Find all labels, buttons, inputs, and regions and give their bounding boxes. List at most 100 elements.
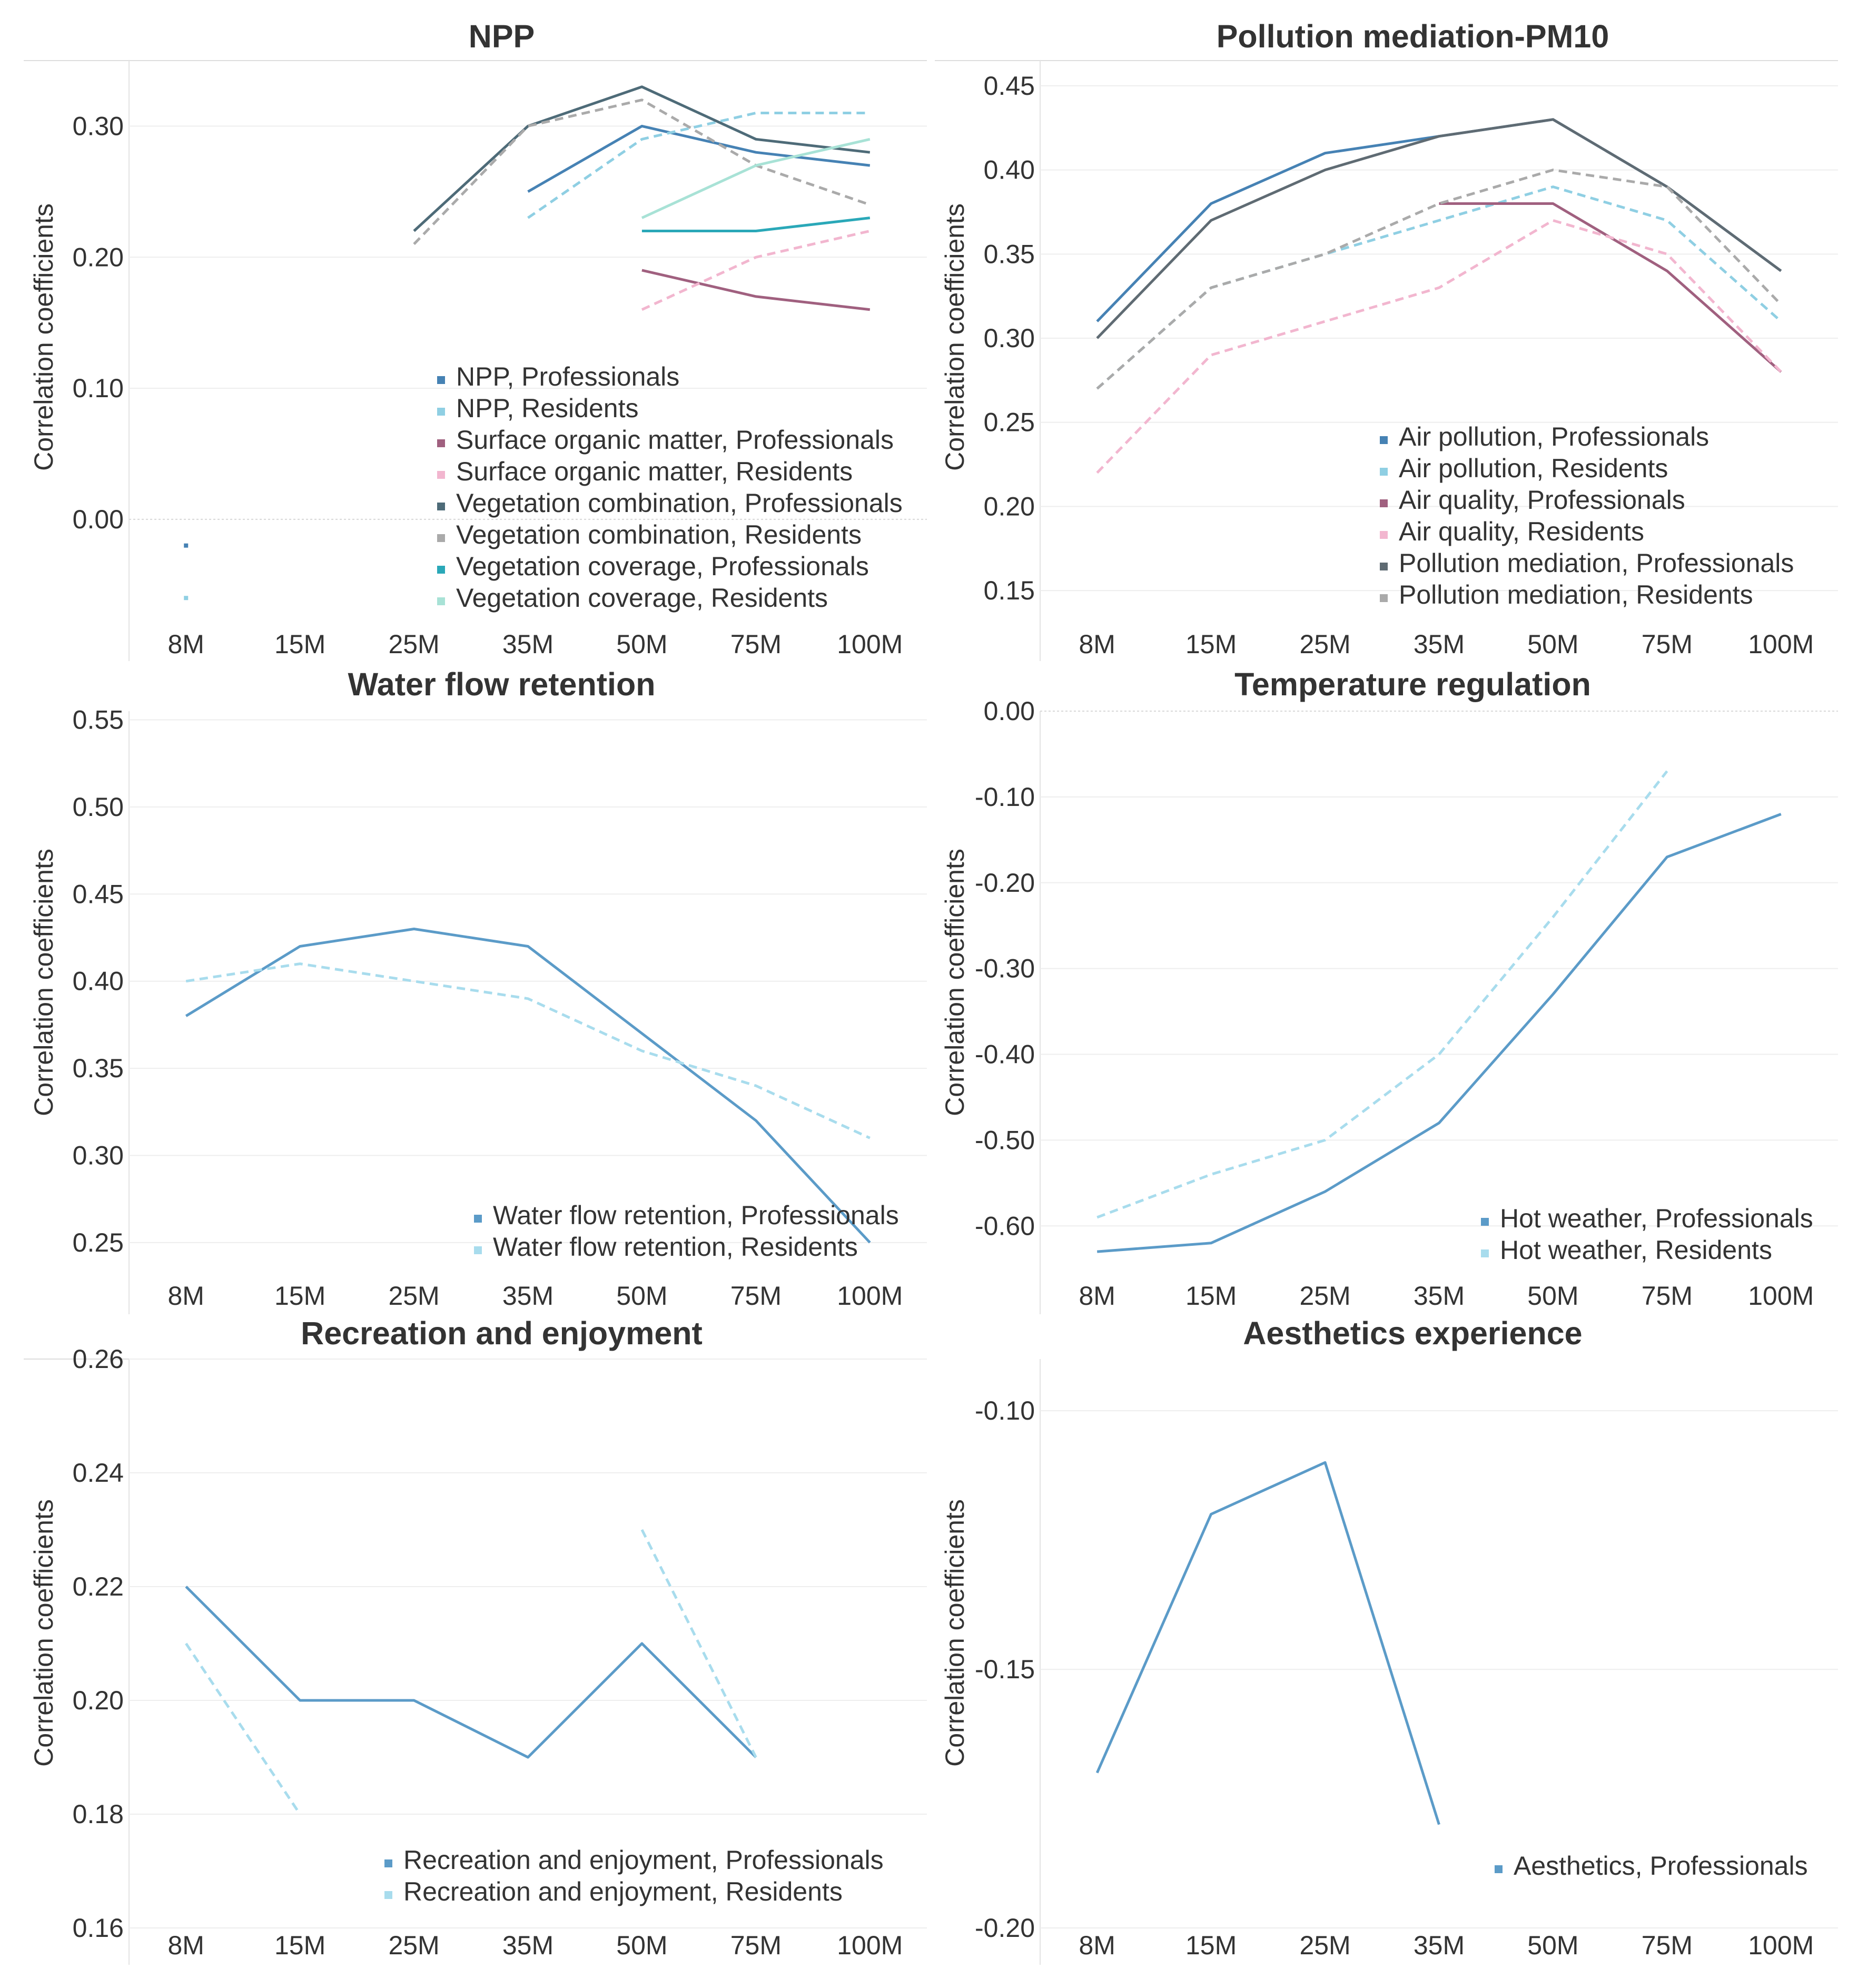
legend-swatch: [437, 376, 445, 384]
y-axis-label: Correlation coefficients: [940, 849, 970, 1116]
y-tick-label: 0.10: [73, 373, 124, 403]
series-line: [640, 1529, 757, 1758]
chart-panel-6: -0.10 -0.15 -0.20 8M 15M 25M 35M 50M 75M 100M Aest…: [940, 1315, 1838, 1965]
series-line: [413, 99, 871, 245]
x-tick-label: 35M: [502, 1931, 554, 1960]
x-tick-label: 25M: [388, 1931, 439, 1960]
series-line: [185, 1586, 757, 1759]
y-tick-label: 0.30: [73, 1140, 124, 1170]
x-tick-label: 100M: [1748, 1281, 1814, 1311]
series-line: [641, 216, 871, 232]
series-line: [1096, 169, 1782, 390]
y-tick-label: -0.50: [975, 1125, 1035, 1155]
legend-label: Water flow retention, Residents: [493, 1232, 858, 1262]
legend-swatch: [437, 503, 445, 510]
y-tick-label: 0.22: [73, 1572, 124, 1601]
legend-label: Aesthetics, Professionals: [1514, 1851, 1808, 1881]
legend-label: Air quality, Professionals: [1399, 485, 1685, 515]
y-tick-label: 0.35: [73, 1054, 124, 1083]
x-tick-label: 100M: [1748, 629, 1814, 659]
legend-label: Surface organic matter, Professionals: [456, 425, 894, 455]
x-tick-label: 15M: [1185, 1931, 1237, 1960]
x-tick-label: 8M: [167, 1931, 204, 1960]
x-tick-label: 35M: [1414, 629, 1465, 659]
y-tick-label: 0.55: [73, 705, 124, 735]
y-tick-label: -0.20: [975, 868, 1035, 898]
series-line: [1096, 118, 1782, 339]
series-line: [1096, 219, 1782, 474]
x-tick-label: 75M: [1642, 1931, 1693, 1960]
x-tick-label: 50M: [1527, 629, 1578, 659]
x-tick-label: 100M: [1748, 1931, 1814, 1960]
legend-label: Surface organic matter, Residents: [456, 457, 853, 486]
series-line: [1439, 202, 1782, 373]
x-tick-label: 50M: [1527, 1281, 1578, 1311]
x-tick-label: 25M: [388, 1281, 439, 1311]
series-point: [184, 543, 189, 548]
y-tick-label: -0.10: [975, 1396, 1035, 1425]
legend-swatch: [1380, 594, 1388, 602]
x-tick-label: 8M: [167, 629, 204, 659]
y-tick-label: 0.35: [984, 239, 1035, 269]
y-tick-label: 0.40: [984, 155, 1035, 185]
y-tick-label: 0.50: [73, 792, 124, 822]
y-tick-label: 0.18: [73, 1799, 124, 1829]
legend-swatch: [437, 408, 445, 416]
x-tick-label: 100M: [837, 1931, 903, 1960]
legend-swatch: [1481, 1249, 1489, 1257]
series-line: [1096, 770, 1668, 1219]
chart-title: Pollution mediation-PM10: [1217, 18, 1609, 54]
legend-label: Hot weather, Residents: [1500, 1235, 1772, 1265]
y-tick-label: 0.00: [73, 505, 124, 534]
legend-label: Air quality, Residents: [1399, 517, 1644, 546]
legend-label: Water flow retention, Professionals: [493, 1200, 899, 1230]
x-tick-label: 75M: [730, 1281, 782, 1311]
x-tick-label: 15M: [274, 1931, 325, 1960]
y-tick-label: 0.00: [984, 696, 1035, 726]
x-tick-label: 100M: [837, 1281, 903, 1311]
y-tick-label: 0.16: [73, 1913, 124, 1943]
y-tick-label: 0.40: [73, 967, 124, 996]
y-tick-label: 0.30: [984, 323, 1035, 353]
legend-swatch: [437, 471, 445, 479]
series-line: [185, 962, 871, 1139]
series-line: [1097, 813, 1782, 1253]
y-tick-label: 0.20: [984, 491, 1035, 521]
x-tick-label: 15M: [1185, 629, 1237, 659]
x-tick-label: 25M: [1299, 1281, 1350, 1311]
y-axis-label: Correlation coefficients: [940, 203, 970, 471]
series-line: [1095, 1461, 1440, 1825]
x-tick-label: 25M: [1299, 629, 1350, 659]
legend-swatch: [1380, 468, 1388, 476]
y-tick-label: 0.15: [984, 576, 1035, 605]
legend-swatch: [384, 1859, 392, 1867]
y-tick-label: 0.25: [984, 408, 1035, 437]
legend-label: Pollution mediation, Residents: [1399, 580, 1753, 609]
chart-title: Temperature regulation: [1234, 666, 1591, 702]
x-tick-label: 75M: [1642, 629, 1693, 659]
legend-swatch: [1495, 1865, 1503, 1873]
chart-title: Recreation and enjoyment: [301, 1315, 703, 1351]
x-tick-label: 25M: [1299, 1931, 1350, 1960]
y-tick-label: -0.10: [975, 782, 1035, 812]
y-axis-label: Correlation coefficients: [29, 849, 58, 1116]
x-tick-label: 75M: [1642, 1281, 1693, 1311]
chart-title: Aesthetics experience: [1243, 1315, 1582, 1351]
y-tick-label: -0.40: [975, 1040, 1035, 1069]
legend-label: Air pollution, Professionals: [1399, 422, 1709, 451]
legend-swatch: [384, 1891, 392, 1899]
y-tick-label: -0.15: [975, 1655, 1035, 1684]
legend-label: Air pollution, Residents: [1399, 454, 1668, 483]
legend-label: Vegetation combination, Residents: [456, 520, 862, 549]
legend-label: Hot weather, Professionals: [1500, 1204, 1813, 1233]
x-tick-label: 8M: [1079, 1281, 1115, 1311]
legend-label: Recreation and enjoyment, Professionals: [403, 1845, 884, 1875]
y-tick-label: -0.20: [975, 1913, 1035, 1943]
chart-panel-4: 0.00 -0.10 -0.20 -0.30 -0.40 -0.50 -0.60 8M 15M 2…: [940, 666, 1838, 1314]
legend-swatch: [1380, 563, 1388, 570]
series-point: [184, 596, 189, 601]
legend-label: Recreation and enjoyment, Residents: [403, 1877, 843, 1906]
y-tick-label: 0.45: [73, 879, 124, 909]
